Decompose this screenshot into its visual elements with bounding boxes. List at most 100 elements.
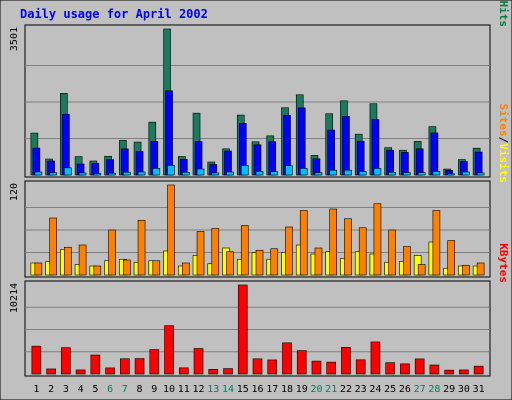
bar-kbytes-day-20 xyxy=(311,360,322,375)
bar-pages-day-27 xyxy=(417,172,426,176)
bar-kbytes-day-2 xyxy=(46,368,56,375)
bar-pages-day-1 xyxy=(34,171,43,176)
bar-files-day-24 xyxy=(371,119,380,176)
bar-kbytes-day-10 xyxy=(164,325,174,375)
bar-pages-day-4 xyxy=(78,172,87,176)
bar-pages-day-16 xyxy=(255,171,264,176)
bar-pages-day-29 xyxy=(447,173,455,176)
x-tick-label: 19 xyxy=(296,384,308,395)
bar-kbytes-day-5 xyxy=(90,354,101,375)
x-tick-label: 24 xyxy=(369,384,381,395)
legend-entry: KBytes xyxy=(497,243,510,283)
bar-sites-day-20 xyxy=(314,247,323,276)
bar-pages-day-7 xyxy=(123,171,131,176)
bar-pages-day-20 xyxy=(314,172,323,176)
bar-kbytes-day-31 xyxy=(473,365,484,375)
bar-kbytes-day-25 xyxy=(385,362,395,375)
bar-kbytes-day-29 xyxy=(444,369,454,375)
bar-kbytes-day-14 xyxy=(223,368,233,375)
bar-pages-day-9 xyxy=(152,168,161,176)
x-tick-label: 13 xyxy=(207,384,219,395)
bar-kbytes-day-24 xyxy=(370,341,381,375)
bar-pages-day-22 xyxy=(344,169,352,176)
bar-sites-day-18 xyxy=(285,226,293,276)
x-tick-label: 28 xyxy=(428,384,440,395)
bar-files-day-10 xyxy=(165,90,173,176)
bar-files-day-25 xyxy=(386,149,394,176)
bar-sites-day-1 xyxy=(34,262,43,276)
x-tick-label: 25 xyxy=(384,384,396,395)
panel-visits: 120 Sites/Visits xyxy=(9,104,510,278)
x-tick-label: 3 xyxy=(63,384,69,395)
bar-pages-day-13 xyxy=(211,172,220,176)
bar-pages-day-15 xyxy=(240,165,249,176)
panel-kbytes-max-label: 10214 xyxy=(9,283,20,313)
bar-pages-day-2 xyxy=(49,172,57,176)
bar-files-day-19 xyxy=(297,107,306,176)
bar-sites-day-4 xyxy=(78,244,87,276)
legend-entry: / xyxy=(497,0,510,1)
bar-files-day-28 xyxy=(430,132,439,176)
panel-hits-max-label: 3501 xyxy=(9,27,20,51)
bar-files-day-8 xyxy=(135,151,144,176)
x-tick-label: 11 xyxy=(178,384,190,395)
x-tick-label: 14 xyxy=(222,384,234,395)
x-tick-label: 18 xyxy=(281,384,293,395)
bar-kbytes-day-12 xyxy=(193,348,204,375)
x-tick-label: 9 xyxy=(151,384,157,395)
bar-kbytes-day-16 xyxy=(252,358,263,375)
bar-pages-day-24 xyxy=(373,168,382,176)
bar-kbytes-day-21 xyxy=(326,361,337,375)
legend-entry: / xyxy=(497,137,510,144)
bar-kbytes-day-7 xyxy=(120,358,130,375)
bar-files-day-23 xyxy=(356,140,365,176)
bar-kbytes-day-11 xyxy=(178,367,189,375)
x-tick-label: 17 xyxy=(266,384,278,395)
bar-pages-day-10 xyxy=(167,165,175,176)
x-tick-label: 4 xyxy=(78,384,84,395)
x-tick-label: 1 xyxy=(33,384,39,395)
bar-pages-day-21 xyxy=(329,169,338,176)
bar-sites-day-21 xyxy=(329,208,338,276)
bar-kbytes-day-6 xyxy=(105,367,115,375)
bar-pages-day-31 xyxy=(476,172,485,176)
bar-pages-day-30 xyxy=(462,171,470,176)
x-tick-label: 22 xyxy=(340,384,352,395)
bar-sites-day-9 xyxy=(152,260,161,276)
x-tick-label: 23 xyxy=(355,384,367,395)
bar-sites-day-26 xyxy=(403,246,411,276)
bar-sites-day-29 xyxy=(447,240,455,276)
bar-sites-day-3 xyxy=(64,246,72,276)
bar-sites-day-30 xyxy=(462,264,470,276)
bar-pages-day-23 xyxy=(358,171,367,176)
bar-files-day-7 xyxy=(121,148,129,176)
panel-visits-max-label: 120 xyxy=(9,183,20,201)
bar-sites-day-7 xyxy=(123,259,131,276)
bar-sites-day-12 xyxy=(196,231,205,276)
bar-kbytes-day-27 xyxy=(414,358,425,375)
bar-pages-day-11 xyxy=(181,171,190,176)
bar-sites-day-31 xyxy=(476,262,485,276)
bar-pages-day-6 xyxy=(108,172,116,176)
bar-kbytes-day-17 xyxy=(267,359,278,375)
bar-kbytes-day-9 xyxy=(149,349,160,375)
panel-visits-legend: Sites/Visits xyxy=(497,104,510,184)
x-tick-label: 5 xyxy=(92,384,98,395)
bar-sites-day-2 xyxy=(49,217,57,276)
x-tick-label: 29 xyxy=(443,384,455,395)
bar-sites-day-5 xyxy=(93,265,102,276)
bar-sites-day-23 xyxy=(358,227,367,276)
bar-sites-day-13 xyxy=(211,228,220,276)
x-tick-label: 20 xyxy=(310,384,322,395)
bar-pages-day-26 xyxy=(403,172,411,176)
bar-files-day-16 xyxy=(253,144,262,176)
panel-hits: 3501 Pages/Files/Hits xyxy=(9,0,510,178)
bar-files-day-26 xyxy=(401,152,409,176)
bar-kbytes-day-26 xyxy=(400,363,410,375)
panel-kbytes: 10214 KBytes xyxy=(9,243,510,377)
bar-pages-day-3 xyxy=(64,167,72,176)
bar-files-day-21 xyxy=(327,129,336,176)
bar-kbytes-day-30 xyxy=(459,369,469,375)
bar-files-day-17 xyxy=(268,141,277,176)
